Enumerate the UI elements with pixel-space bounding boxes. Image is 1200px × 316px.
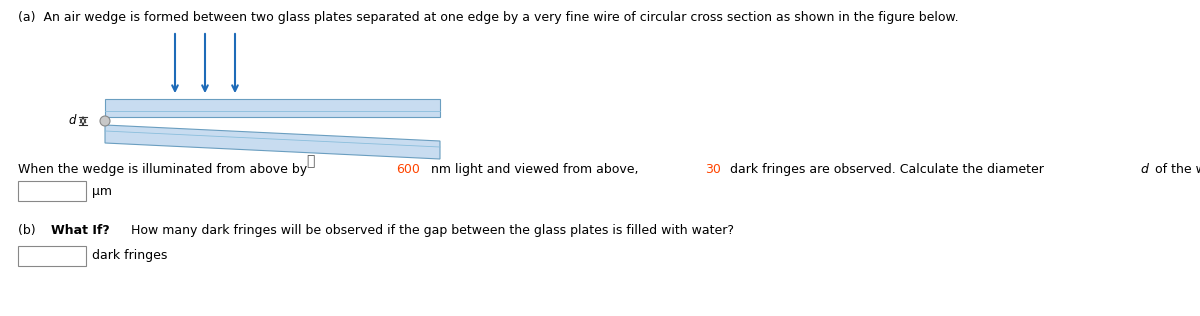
Bar (18, 181, 86, 201)
Polygon shape (106, 99, 440, 117)
Text: 30: 30 (706, 163, 721, 176)
Text: dark fringes: dark fringes (92, 250, 167, 263)
Circle shape (100, 116, 110, 126)
Text: μm: μm (92, 185, 112, 198)
Text: (b): (b) (18, 224, 43, 237)
Text: dark fringes are observed. Calculate the diameter: dark fringes are observed. Calculate the… (726, 163, 1048, 176)
Text: of the wire (in μm).: of the wire (in μm). (1151, 163, 1200, 176)
Text: (a)  An air wedge is formed between two glass plates separated at one edge by a : (a) An air wedge is formed between two g… (18, 11, 959, 24)
Text: nm light and viewed from above,: nm light and viewed from above, (427, 163, 642, 176)
Text: 600: 600 (396, 163, 420, 176)
Text: d: d (1141, 163, 1148, 176)
Text: d: d (68, 114, 76, 127)
Bar (18, 246, 86, 266)
Polygon shape (106, 125, 440, 159)
Text: When the wedge is illuminated from above by: When the wedge is illuminated from above… (18, 163, 311, 176)
Text: What If?: What If? (52, 224, 110, 237)
Text: How many dark fringes will be observed if the gap between the glass plates is fi: How many dark fringes will be observed i… (127, 224, 734, 237)
Text: ⓘ: ⓘ (306, 154, 314, 168)
